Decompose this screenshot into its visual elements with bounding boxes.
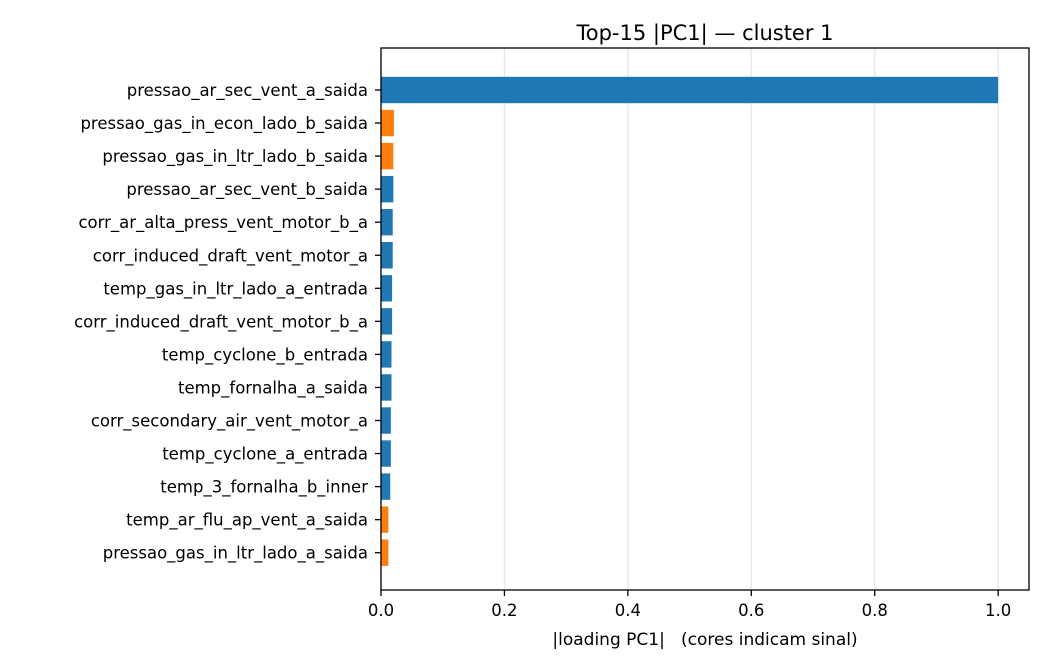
bar-temp_cyclone_a_entrada <box>381 440 391 467</box>
bar-temp_3_fornalha_b_inner <box>381 473 391 500</box>
y-tick-label: temp_fornalha_a_saida <box>178 378 368 398</box>
bar-corr_induced_draft_vent_motor_a <box>381 242 393 269</box>
x-axis-label: |loading PC1| (cores indicam sinal) <box>552 630 857 650</box>
bar-pressao_gas_in_ltr_lado_b_saida <box>381 142 394 170</box>
y-tick-label: corr_induced_draft_vent_motor_b_a <box>74 312 368 332</box>
y-tick-label: corr_induced_draft_vent_motor_a <box>93 246 368 266</box>
y-tick-label: corr_secondary_air_vent_motor_a <box>91 412 368 432</box>
bar-pressao_gas_in_econ_lado_b_saida <box>381 109 394 137</box>
bar-pressao_gas_in_ltr_lado_a_saida <box>381 539 389 566</box>
bar-temp_ar_flu_ap_vent_a_saida <box>381 506 389 533</box>
bar-corr_secondary_air_vent_motor_a <box>381 407 391 434</box>
chart-title: Top-15 |PC1| — cluster 1 <box>575 21 833 46</box>
y-axis: pressao_ar_sec_vent_a_saida pressao_gas_i… <box>74 81 381 564</box>
y-tick-label: corr_ar_alta_press_vent_motor_b_a <box>78 213 368 233</box>
y-tick-label: temp_ar_flu_ap_vent_a_saida <box>126 511 368 531</box>
x-axis: 0.0 0.2 0.4 0.6 0.8 1.0 <box>368 590 1011 620</box>
bar-pressao_ar_sec_vent_a_saida <box>381 76 999 104</box>
y-tick-label: temp_cyclone_b_entrada <box>162 345 368 365</box>
y-tick-label: temp_cyclone_a_entrada <box>162 445 368 465</box>
x-tick-label: 0.0 <box>368 601 394 620</box>
bar-pressao_ar_sec_vent_b_saida <box>381 175 394 203</box>
x-tick-label: 1.0 <box>985 601 1011 620</box>
y-tick-label: temp_3_fornalha_b_inner <box>160 478 368 498</box>
bars <box>381 76 999 566</box>
y-tick-label: temp_gas_in_ltr_lado_a_entrada <box>103 279 368 299</box>
y-tick-label: pressao_ar_sec_vent_b_saida <box>126 180 368 200</box>
bar-temp_fornalha_a_saida <box>381 374 392 401</box>
plot-frame <box>380 47 1030 591</box>
bar-corr_induced_draft_vent_motor_b_a <box>381 308 393 335</box>
grid-lines <box>380 48 999 590</box>
bar-corr_ar_alta_press_vent_motor_b_a <box>381 209 393 236</box>
y-tick-label: pressao_ar_sec_vent_a_saida <box>127 81 368 101</box>
x-tick-label: 0.8 <box>862 601 888 620</box>
y-tick-label: pressao_gas_in_ltr_lado_b_saida <box>102 147 368 167</box>
x-tick-label: 0.2 <box>491 601 517 620</box>
y-tick-label: pressao_gas_in_econ_lado_b_saida <box>80 114 368 134</box>
y-tick-label: pressao_gas_in_ltr_lado_a_saida <box>103 544 368 564</box>
bar-temp_gas_in_ltr_lado_a_entrada <box>381 275 393 302</box>
x-tick-label: 0.4 <box>615 601 641 620</box>
x-tick-label: 0.6 <box>738 601 764 620</box>
bar-temp_cyclone_b_entrada <box>381 341 392 368</box>
